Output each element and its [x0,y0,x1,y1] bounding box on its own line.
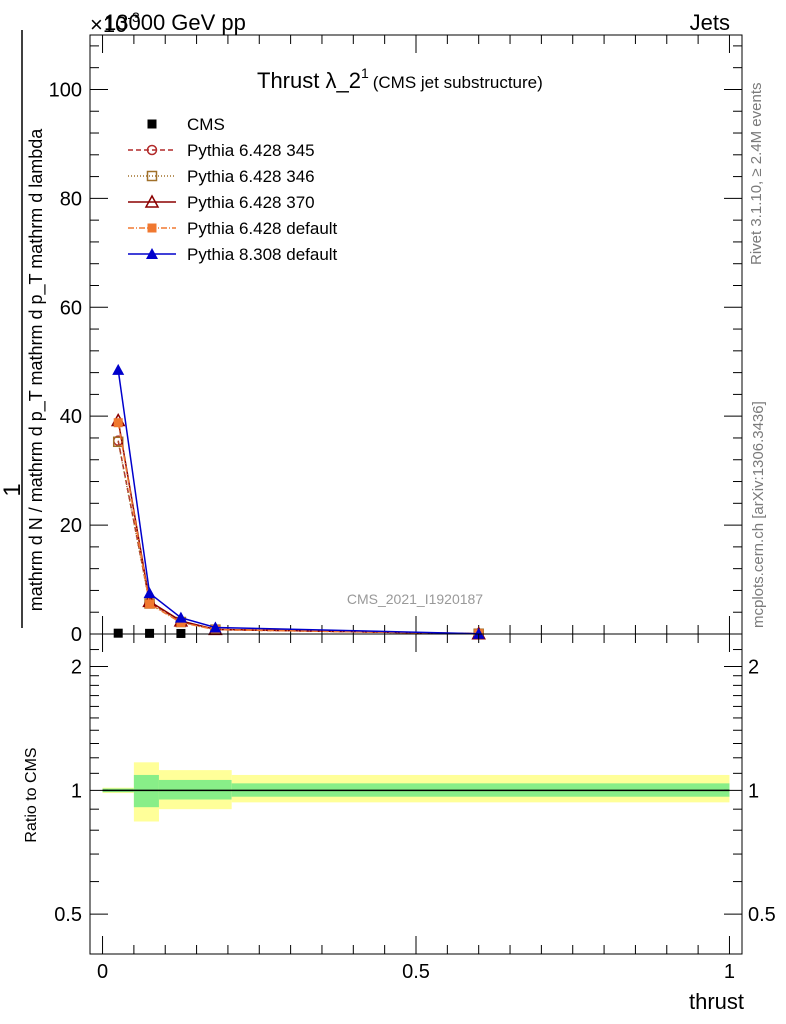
y-tick-label: 0 [71,624,82,646]
exponent-base: ×10 [90,12,127,37]
mcplots-label: mcplots.cern.ch [arXiv:1306.3436] [750,401,767,628]
legend-entry-label: Pythia 6.428 346 [187,167,315,186]
plot-title-sup: 1 [361,65,369,81]
ratio-bands [102,762,730,822]
main-series-group [110,363,486,640]
x-tick-label: 1 [724,961,735,983]
y-tick-label: 20 [60,515,82,537]
ylabel-denominator: mathrm d N / mathrm d p_T mathrm d p_T m… [26,128,47,611]
ratio-axis-ticks: 0.5 0.5 1 1 2 2 0 0.5 1 [54,634,776,983]
legend-entry-label: Pythia 6.428 370 [187,193,315,212]
data-point [209,621,222,633]
x-tick-label: 0 [97,961,108,983]
data-point [112,436,124,448]
legend-marker [144,194,160,208]
ylabel-numerator: 1 [0,483,26,496]
data-point [145,628,155,638]
data-point [113,418,123,428]
y-tick-label: 100 [49,79,82,101]
legend-entry-label: Pythia 6.428 345 [187,141,315,160]
main-ylabel: 1 mathrm d N / mathrm d p_T mathrm d p_T… [0,30,47,628]
plot-title: Thrust λ_21 (CMS jet substructure) [257,65,543,93]
ratio-y-tick-label-right: 0.5 [748,904,776,926]
ratio-y-tick-label: 0.5 [54,904,82,926]
rivet-label: Rivet 3.1.10, ≥ 2.4M events [748,83,765,266]
data-point [145,599,155,609]
y-tick-label: 80 [60,188,82,210]
ratio-y-tick-label: 1 [71,780,82,802]
legend-marker [146,144,158,156]
process-label: Jets [690,10,730,35]
ratio-y-tick-label-right: 2 [748,657,759,679]
x-tick-label: 0.5 [402,961,430,983]
data-point [112,363,125,375]
legend-entry-label: CMS [187,115,225,134]
legend-marker [146,248,158,259]
legend-marker [147,223,157,233]
data-point [174,611,187,623]
x-axis-label: thrust [689,989,744,1014]
data-point [143,587,156,599]
analysis-watermark: CMS_2021_I1920187 [347,591,483,607]
data-point [176,628,186,638]
plot-title-sub: (CMS jet substructure) [373,73,543,92]
exponent-power: -3 [127,9,140,25]
legend-marker [146,170,158,182]
data-point [472,627,485,639]
legend-entry-label: Pythia 8.308 default [187,245,338,264]
ratio-y-tick-label: 2 [71,657,82,679]
ratio-ylabel: Ratio to CMS [23,747,40,842]
plot-title-main: Thrust λ_2 [257,68,361,93]
energy-label: 13000 GeV pp [104,10,246,35]
y-tick-label: 60 [60,297,82,319]
data-point [113,628,123,638]
y-tick-label: 40 [60,406,82,428]
ratio-y-tick-label-right: 1 [748,780,759,802]
legend-marker [147,119,157,129]
legend: CMS Pythia 6.428 345 Pythia 6.428 346 Pythi… [128,115,338,264]
exponent-label: ×10-3 [90,9,140,37]
legend-entry-label: Pythia 6.428 default [187,219,338,238]
